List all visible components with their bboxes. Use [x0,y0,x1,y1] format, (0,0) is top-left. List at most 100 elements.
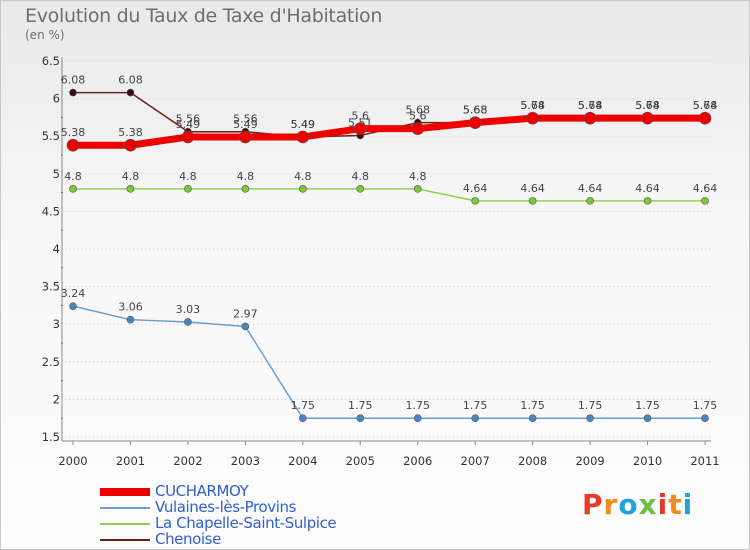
y-tick-label: 3.5 [42,280,60,294]
data-label: 5.49 [233,118,258,131]
data-point [586,414,594,423]
data-label: 5.74 [635,99,660,112]
data-label: 4.64 [578,182,603,195]
x-tick-label: 2004 [288,454,317,468]
data-point [241,322,250,331]
data-label: 4.8 [64,170,82,183]
data-label: 5.38 [118,126,143,139]
data-label: 4.8 [352,170,370,183]
logo-letter: o [618,488,639,521]
data-label: 4.64 [635,182,660,195]
x-tick-label: 2000 [58,454,87,468]
data-label: 1.75 [463,399,488,412]
x-tick-label: 2007 [461,454,490,468]
data-label: 5.68 [578,99,603,112]
data-point [528,414,537,423]
data-label: 5.68 [693,99,718,112]
y-tick-label: 2 [53,392,60,406]
data-point [69,185,77,193]
data-point [126,185,135,193]
y-tick-label: 4 [53,242,60,256]
legend-swatch [100,507,150,509]
x-tick-label: 2003 [231,454,260,468]
data-label: 4.64 [520,182,545,195]
data-point [69,88,77,97]
data-label: 1.75 [348,399,373,412]
data-label: 5.68 [520,99,545,112]
data-label: 4.8 [122,170,140,183]
data-point [356,414,365,423]
data-point [471,414,479,423]
y-tick-label: 5.5 [42,129,60,143]
data-point [641,111,654,125]
data-point [701,414,709,423]
data-point [124,138,137,152]
data-label: 3.06 [118,301,143,314]
data-label: 4.64 [693,182,718,195]
data-label: 1.75 [405,399,430,412]
data-label: 5.6 [409,110,427,123]
data-label: 3.03 [176,303,201,316]
series-cucharmoy: 5.38 5.385.49 5.49 5.495.6 5.6 5.68 5.68 5.68 5.… [61,99,718,152]
legend-swatch [100,488,150,496]
data-point [241,185,250,193]
data-label: 3.24 [61,287,86,300]
logo-letter: i [682,488,694,521]
data-point [353,122,367,135]
data-point [299,414,307,423]
data-label: 4.64 [463,182,488,195]
data-point [299,185,307,193]
data-label: 4.8 [409,170,427,183]
y-tick-label: 6 [53,92,60,106]
legend-swatch [100,523,150,525]
legend-label: Chenoise [155,530,221,548]
data-label: 6.08 [61,74,86,87]
data-label: 5.49 [176,118,201,131]
data-point [126,88,135,97]
data-point [643,414,652,423]
logo-letter: i [657,488,669,521]
data-label: 5.49 [291,118,316,131]
y-tick-label: 4.5 [42,204,60,218]
data-label: 5.74 [520,99,545,112]
data-point [643,197,652,205]
data-point [69,302,77,310]
x-tick-label: 2009 [575,454,604,468]
data-label: 6.08 [118,74,143,87]
data-point [66,138,80,152]
data-point [239,130,252,144]
data-point [468,116,482,129]
data-label: 1.75 [693,399,718,412]
series-line [73,188,705,202]
legend-label: La Chapelle-Saint-Sulpice [155,514,337,532]
data-point [184,318,192,326]
data-label: 1.75 [520,399,545,412]
data-label: 1.75 [635,399,660,412]
legend-swatch [100,539,150,541]
legend-label: CUCHARMOY [155,482,249,500]
logo-letter: t [668,488,683,521]
x-tick-label: 2005 [346,454,375,468]
data-point [296,130,310,144]
x-tick-label: 2006 [403,454,432,468]
data-label: 5.74 [578,99,603,112]
data-point [526,111,539,125]
data-point [126,315,135,324]
data-point [471,197,479,205]
series-la-chapelle-saint-sulpice: 4.8 4.8 4.8 4.8 4.8 4.8 4.8 4.64 4.64 4.64 4.64 4.6… [64,170,717,205]
series-vulaines-l-s-provins: 3.24 3.06 3.03 2.97 1.75 1.75 1.75 1.75 1.75 1.75… [61,287,718,423]
data-label: 4.8 [179,170,197,183]
data-point [583,111,597,125]
data-point [698,111,712,125]
x-tick-label: 2002 [173,454,202,468]
data-label: 1.75 [578,399,603,412]
data-point [356,185,365,193]
legend-label: Vulaines-lès-Provins [155,498,297,516]
data-label: 5.38 [61,126,86,139]
data-label: 5.56 [233,113,258,126]
data-point [701,197,709,205]
data-label: 5.68 [635,99,660,112]
data-label: 5.56 [176,113,201,126]
